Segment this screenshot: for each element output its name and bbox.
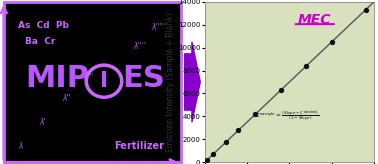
Point — [223, 141, 229, 144]
Point — [204, 159, 210, 162]
Y-axis label: Emission Intensity (Sample + Blank): Emission Intensity (Sample + Blank) — [166, 12, 175, 152]
Text: MIP: MIP — [25, 64, 89, 93]
Bar — [204, 2, 374, 162]
FancyArrow shape — [184, 42, 200, 122]
Text: $C^{sample} = \frac{(Slope + C^{standard})}{(1-Slope)}$: $C^{sample} = \frac{(Slope + C^{standard… — [256, 109, 320, 125]
Text: λ'''': λ'''' — [133, 42, 146, 51]
Text: Fertilizer: Fertilizer — [114, 141, 164, 151]
Point — [363, 8, 369, 11]
Text: λ''': λ''' — [84, 73, 94, 82]
Point — [329, 41, 335, 43]
Point — [278, 89, 284, 91]
Text: λ''''': λ''''' — [151, 23, 166, 32]
Text: λ'': λ'' — [62, 94, 71, 102]
Point — [303, 65, 309, 67]
Text: As  Cd  Pb: As Cd Pb — [18, 21, 69, 30]
Point — [253, 113, 259, 115]
Text: Ba  Cr: Ba Cr — [25, 37, 56, 46]
Text: ES: ES — [122, 64, 166, 93]
Text: λ: λ — [18, 142, 22, 151]
Text: λ': λ' — [39, 118, 46, 127]
Point — [210, 153, 216, 156]
Text: I: I — [100, 71, 108, 91]
Text: MEC: MEC — [298, 13, 332, 27]
Point — [235, 129, 242, 132]
